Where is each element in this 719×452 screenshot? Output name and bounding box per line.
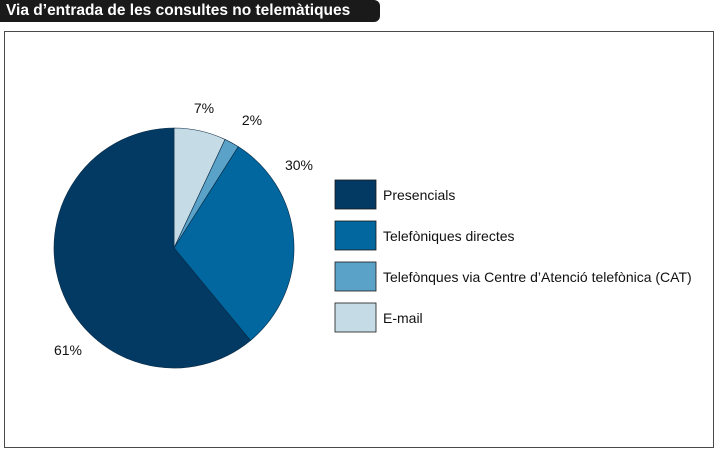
pie-slice-1 (53, 127, 251, 369)
percentage-label-3: 2% (242, 112, 262, 128)
legend-label-1: Presencials (383, 187, 455, 203)
pie-slice-2 (173, 146, 295, 341)
legend: Presencials Telefòniques directes Telefònq… (334, 179, 692, 333)
percentage-label-1: 61% (54, 342, 82, 358)
chart-frame (4, 31, 714, 448)
chart-title: Via d’entrada de les consultes no telemà… (0, 0, 380, 22)
legend-swatch-4 (334, 302, 377, 333)
percentage-label-4: 7% (194, 100, 214, 116)
legend-swatch-3 (334, 261, 377, 292)
pie-slices (53, 127, 295, 369)
legend-swatch-2 (334, 220, 377, 251)
percentage-labels: 7% 2% 30% 61% (54, 100, 313, 358)
legend-label-4: E-mail (383, 310, 423, 326)
percentage-label-2: 30% (285, 157, 313, 173)
legend-label-2: Telefòniques directes (383, 228, 515, 244)
legend-swatch-1 (334, 179, 377, 210)
legend-label-3: Telefònques via Centre d’Atenció telefòn… (383, 269, 692, 285)
